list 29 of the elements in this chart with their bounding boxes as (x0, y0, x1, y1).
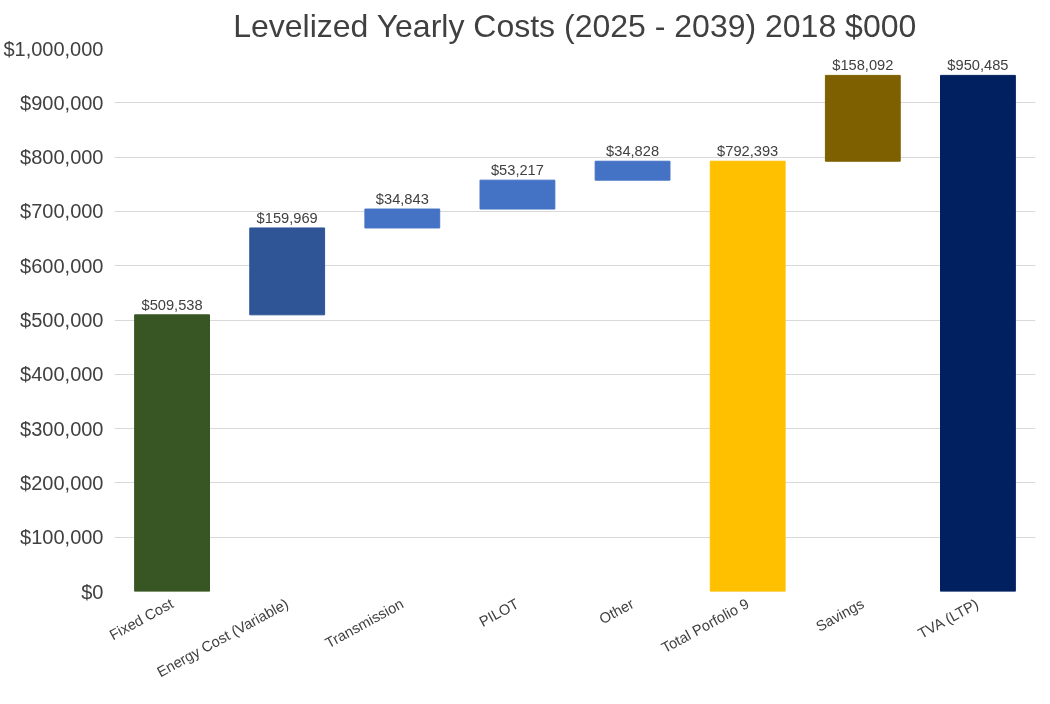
data-label: $34,828 (606, 143, 660, 160)
y-tick-label: $700,000 (20, 200, 104, 223)
bar (249, 227, 326, 316)
y-tick-label: $0 (81, 580, 104, 603)
y-tick-label: $500,000 (20, 309, 104, 331)
bar (134, 314, 210, 592)
bar (940, 74, 1016, 592)
data-label: $53,217 (490, 162, 544, 179)
bar (479, 179, 556, 210)
y-tick-label: $300,000 (20, 417, 104, 440)
bar (594, 160, 671, 181)
y-tick-label: $200,000 (20, 471, 104, 494)
chart-title: Levelized Yearly Costs (2025 - 2039) 2018 $000 (233, 7, 917, 44)
y-tick-label: $1,000,000 (3, 37, 104, 60)
bar (709, 160, 786, 592)
y-tick-label: $800,000 (20, 146, 104, 169)
data-label: $159,969 (256, 209, 318, 226)
data-label: $792,393 (717, 143, 779, 160)
data-label: $34,843 (375, 191, 429, 208)
bar (364, 208, 441, 229)
y-tick-label: $600,000 (20, 254, 104, 277)
data-label: $509,538 (141, 296, 203, 313)
y-tick-label: $100,000 (20, 526, 104, 549)
data-label: $950,485 (947, 57, 1009, 74)
bar (824, 74, 901, 162)
y-tick-label: $400,000 (20, 363, 104, 386)
y-tick-label: $900,000 (20, 91, 104, 114)
x-tick-label: Other (596, 595, 637, 628)
data-label: $158,092 (832, 57, 894, 74)
